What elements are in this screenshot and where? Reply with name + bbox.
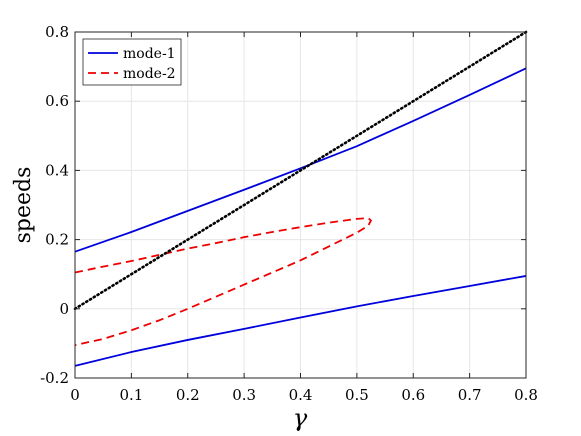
y-axis-label: speeds <box>11 167 36 244</box>
ticks <box>74 31 527 379</box>
x-tick-label: 0.8 <box>514 386 538 404</box>
series-line-mode-1 <box>74 275 527 367</box>
legend-box <box>82 38 182 86</box>
x-tick-label: 0.6 <box>401 386 425 404</box>
y-tick-label: 0 <box>59 300 69 318</box>
x-tick-label: 0.3 <box>232 386 256 404</box>
x-tick-label: 0.4 <box>289 386 313 404</box>
series-line-dotted <box>73 30 528 311</box>
legend: mode-1 mode-2 <box>82 38 182 86</box>
x-tick-label: 0.5 <box>345 386 369 404</box>
series-group <box>73 30 528 367</box>
y-tick-label: 0.8 <box>45 23 69 41</box>
tick-labels: 0 0.1 0.2 0.3 0.4 0.5 0.6 0.7 0.8-0.200.20.40.60… <box>40 23 538 404</box>
x-tick-label: 0.1 <box>119 386 143 404</box>
x-axis-label: γ <box>293 404 308 432</box>
legend-label-mode-1: mode-1 <box>123 46 176 62</box>
x-tick-label: 0.2 <box>176 386 200 404</box>
y-tick-label: -0.2 <box>40 369 69 387</box>
series-line-mode-2 <box>74 217 372 347</box>
y-tick-label: 0.6 <box>45 92 69 110</box>
y-tick-label: 0.4 <box>45 161 69 179</box>
series-line-mode-1 <box>74 67 527 253</box>
y-tick-label: 0.2 <box>45 231 69 249</box>
x-tick-label: 0 <box>70 386 80 404</box>
x-tick-label: 0.7 <box>458 386 482 404</box>
legend-label-mode-2: mode-2 <box>123 66 176 82</box>
